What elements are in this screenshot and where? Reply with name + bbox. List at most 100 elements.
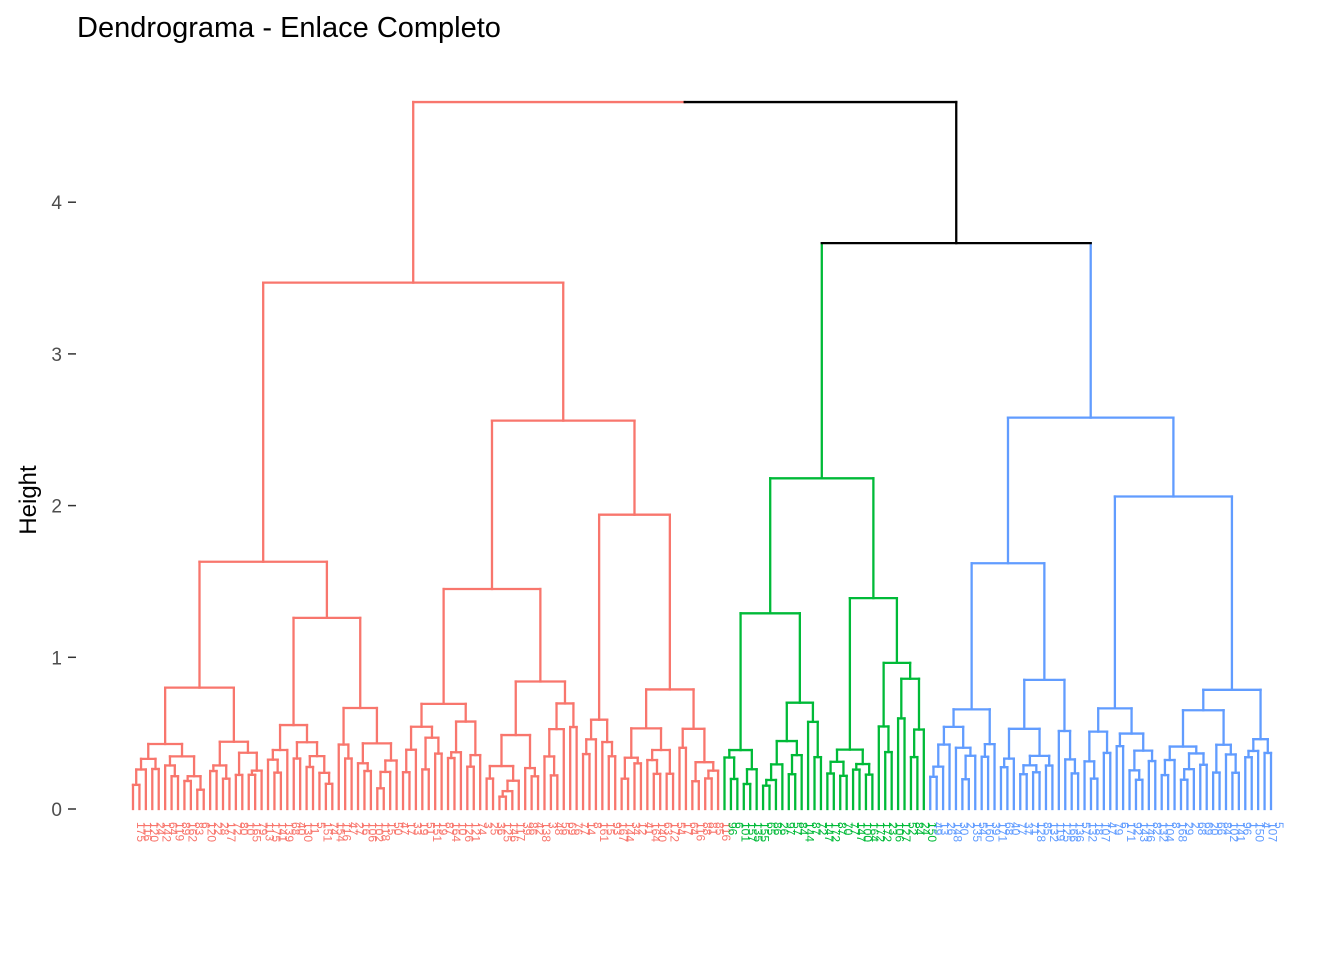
leaf-label: 128 [1034,822,1048,842]
leaf-label: 162 [185,822,199,842]
leaf-label: 39 [520,822,534,836]
leaf-label: 51 [423,822,437,836]
leaf-label: 96 [1240,822,1254,836]
leaf-label: 40 [1008,822,1022,836]
leaf-label: 68 [1002,822,1016,836]
leaf-label: 161 [597,822,611,842]
leaf-label: 141 [275,822,289,842]
leaf-label: 26 [944,822,958,836]
leaf-label: 2 [1188,822,1202,829]
leaf-label: 175 [269,822,283,842]
leaf-label: 147 [822,822,836,842]
leaf-label: 142 [160,822,174,842]
leaf-label: 11 [308,822,322,835]
leaf-label: 167 [616,822,630,842]
leaf-label: 8 [1169,822,1183,829]
leaf-label: 102 [372,822,386,842]
leaf-label: 87 [835,822,849,836]
leaf-label: 119 [1053,822,1067,841]
leaf-label: 125 [500,822,514,842]
leaf-label: 116 [719,822,733,841]
leaf-label: 143 [1137,822,1151,842]
y-tick-label: 4 [51,193,62,214]
leaf-label: 157 [745,822,759,842]
leaf-labels: 1751161202414264119891628361202228177728… [134,822,1286,842]
leaf-label: 160 [983,822,997,842]
leaf-label: 36 [494,822,508,836]
leaf-label: 27 [353,822,367,836]
leaf-label: 100 [861,822,875,842]
leaf-label: 71 [1028,822,1042,836]
leaf-label: 172 [873,822,887,842]
leaf-label: 102 [1227,822,1241,842]
leaf-label: 120 [205,822,219,842]
leaf-label: 77 [1015,822,1029,836]
leaf-label: 85 [713,822,727,836]
leaf-label: 5 [314,822,328,829]
leaf-label: 126 [462,822,476,842]
leaf-label: 17 [680,822,694,836]
leaf-label: 56 [558,822,572,836]
leaf-label: 6 [198,822,212,829]
leaf-label: 138 [539,822,553,842]
leaf-label: 106 [365,822,379,842]
leaf-label: 84 [796,822,810,836]
leaf-label: 16 [359,822,373,836]
leaf-label: 154 [333,822,347,842]
leaf-label: 155 [758,822,772,842]
leaf-label: 24 [153,822,167,836]
leaf-label: 127 [899,822,913,842]
leaf-label: 135 [751,822,765,842]
leaf-label: 144 [623,822,637,842]
leaf-label: 164 [449,822,463,842]
leaf-label: 49 [931,822,945,836]
leaf-label: 6 [732,822,746,829]
leaf-label: 77 [578,822,592,836]
leaf-label: 113 [263,822,277,841]
leaf-label: 25 [488,822,502,836]
leaf-label: 97 [783,822,797,836]
leaf-label: 8 [590,822,604,829]
leaf-label: 148 [951,822,965,842]
leaf-label: 6 [1118,822,1132,829]
leaf-label: 64 [166,822,180,836]
leaf-label: 4 [1259,822,1273,829]
leaf-label: 30 [957,822,971,836]
y-axis-title: Height [15,465,42,535]
leaf-label: 74 [475,822,489,836]
leaf-label: 72 [816,822,830,836]
dendrogram-tree [131,100,1273,811]
leaf-label: 47 [398,822,412,836]
leaf-label: 81 [706,822,720,836]
leaf-label: 106 [893,822,907,842]
leaf-label: 150 [1253,822,1267,842]
leaf-label: 86 [771,822,785,836]
leaf-label: 72 [230,822,244,836]
leaf-label: 42 [533,822,547,836]
leaf-label: 66 [1214,822,1228,836]
leaf-label: 57 [790,822,804,836]
leaf-label: 84 [912,822,926,836]
leaf-label: 116 [140,822,154,841]
leaf-label: 15 [385,822,399,836]
leaf-label: 132 [1156,822,1170,842]
leaf-label: 68 [288,822,302,836]
leaf-label: 150 [925,822,939,842]
leaf-label: 28 [218,822,232,836]
leaf-label: 84 [1221,822,1235,836]
leaf-label: 52 [906,822,920,836]
leaf-label: 164 [867,822,881,842]
leaf-label: 87 [443,822,457,836]
leaf-label: 15 [603,822,617,836]
leaf-label: 87 [809,822,823,836]
leaf-label: 5 [1272,822,1286,829]
y-tick-label: 3 [51,345,62,366]
leaf-label: 172 [880,822,894,842]
leaf-label: 50 [391,822,405,836]
leaf-label: 39 [989,822,1003,836]
leaf-label: 146 [1143,822,1157,842]
leaf-label: 93 [610,822,624,836]
leaf-label: 146 [507,822,521,842]
leaf-label: 171 [996,822,1010,842]
